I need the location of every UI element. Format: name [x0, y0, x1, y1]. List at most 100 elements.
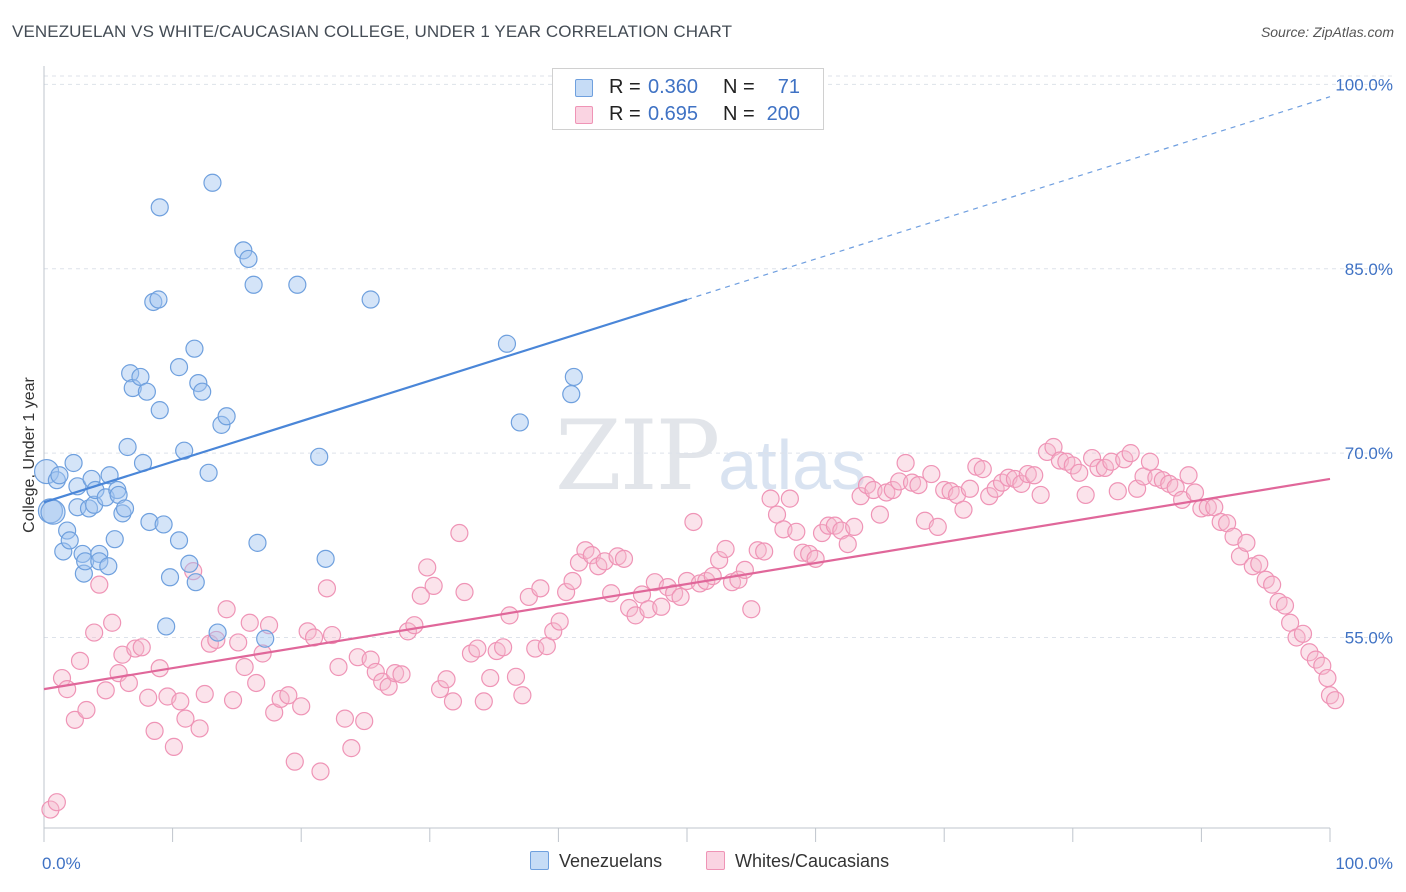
data-point-whites: [896, 453, 915, 473]
data-point-whites: [1108, 482, 1127, 501]
data-point-whites: [909, 476, 928, 495]
data-point-venezuelans: [76, 552, 95, 571]
data-point-whites: [418, 558, 437, 577]
y-axis-label: College, Under 1 year: [21, 377, 38, 533]
data-point-venezuelans: [40, 499, 66, 525]
data-point-whites: [455, 582, 474, 602]
data-point-whites: [787, 522, 806, 541]
data-point-whites: [780, 489, 799, 508]
legend-r-value: 0.360: [648, 76, 699, 98]
data-point-whites: [279, 686, 298, 705]
data-point-whites: [65, 710, 84, 729]
data-point-whites: [335, 709, 355, 728]
data-point-venezuelans: [189, 373, 208, 393]
legend-item-whites: Whites/Caucasians: [706, 851, 889, 872]
data-point-whites: [954, 500, 973, 519]
trend-line-venezuelans: [43, 298, 688, 504]
data-point-whites: [838, 534, 857, 554]
legend-r-label: R =: [609, 103, 641, 125]
chart-title: VENEZUELAN VS WHITE/CAUCASIAN COLLEGE, U…: [12, 22, 733, 41]
data-point-whites: [928, 517, 947, 536]
data-point-whites: [176, 709, 195, 728]
data-point-venezuelans: [208, 623, 227, 642]
legend-swatch-blue: [530, 851, 549, 870]
data-point-venezuelans: [248, 533, 267, 552]
data-point-whites: [1018, 464, 1037, 484]
data-point-venezuelans: [180, 554, 199, 573]
data-point-whites: [922, 464, 941, 484]
data-point-venezuelans: [361, 290, 380, 309]
data-point-whites: [620, 598, 639, 618]
data-point-venezuelans: [37, 498, 64, 524]
data-point-whites: [235, 657, 254, 677]
data-point-whites: [716, 539, 735, 559]
data-point-whites: [870, 505, 890, 524]
data-point-whites: [405, 616, 424, 635]
data-point-whites: [77, 700, 96, 720]
legend-n-value: 200: [766, 103, 800, 125]
data-point-venezuelans: [234, 241, 253, 260]
data-point-whites: [366, 662, 385, 682]
data-point-whites: [47, 793, 66, 812]
trend-line-whites: [43, 477, 1331, 691]
data-point-whites: [171, 692, 190, 711]
data-point-whites: [973, 460, 992, 479]
data-point-venezuelans: [149, 290, 168, 309]
data-point-whites: [474, 692, 493, 711]
legend-row-venezuelans: R = 0.360 N = 71: [553, 75, 823, 101]
data-point-whites: [513, 686, 532, 705]
data-point-whites: [671, 587, 690, 607]
data-point-whites: [500, 606, 519, 625]
data-point-whites: [195, 684, 214, 704]
data-point-whites: [980, 487, 999, 506]
data-point-whites: [526, 639, 545, 658]
data-point-venezuelans: [203, 173, 222, 192]
data-point-whites: [190, 719, 209, 738]
y-tick-label: 85.0%: [1345, 260, 1393, 279]
data-point-whites: [90, 575, 109, 594]
data-point-whites: [329, 657, 348, 677]
data-point-venezuelans: [54, 542, 73, 561]
data-point-whites: [311, 762, 330, 781]
data-point-whites: [557, 582, 576, 602]
series-legend: Venezuelans Whites/Caucasians: [0, 851, 1406, 877]
data-point-venezuelans: [310, 447, 329, 466]
data-point-venezuelans: [115, 499, 135, 518]
data-point-venezuelans: [186, 573, 205, 592]
data-point-venezuelans: [121, 364, 140, 383]
data-point-venezuelans: [160, 568, 180, 587]
data-point-whites: [1250, 554, 1269, 573]
data-point-whites: [217, 600, 236, 619]
data-point-whites: [139, 688, 158, 707]
data-point-venezuelans: [239, 249, 258, 269]
data-point-whites: [494, 638, 513, 657]
data-point-whites: [411, 586, 430, 605]
data-point-whites: [468, 639, 487, 658]
data-point-venezuelans: [185, 339, 204, 358]
data-point-venezuelans: [199, 463, 218, 482]
data-point-venezuelans: [193, 382, 212, 401]
data-point-whites: [1275, 596, 1295, 615]
data-point-whites: [1293, 624, 1313, 643]
data-point-venezuelans: [137, 382, 156, 401]
data-point-whites: [285, 752, 304, 771]
legend-n-value: 71: [777, 76, 800, 98]
data-point-venezuelans: [510, 413, 529, 432]
data-point-venezuelans: [256, 629, 275, 648]
data-point-whites: [430, 680, 450, 699]
x-tick-label: 0.0%: [42, 854, 81, 873]
legend-label-venezuelans: Venezuelans: [559, 851, 663, 871]
data-point-whites: [207, 630, 226, 650]
data-point-venezuelans: [99, 557, 118, 576]
data-point-whites: [1076, 485, 1095, 505]
data-point-whites: [710, 550, 729, 570]
data-point-whites: [563, 571, 582, 591]
data-point-venezuelans: [47, 471, 66, 490]
data-point-whites: [1300, 643, 1319, 662]
data-point-whites: [1318, 668, 1337, 688]
data-point-whites: [126, 639, 145, 658]
data-point-whites: [317, 579, 337, 598]
data-point-whites: [1140, 452, 1160, 471]
data-point-whites: [1326, 691, 1345, 710]
